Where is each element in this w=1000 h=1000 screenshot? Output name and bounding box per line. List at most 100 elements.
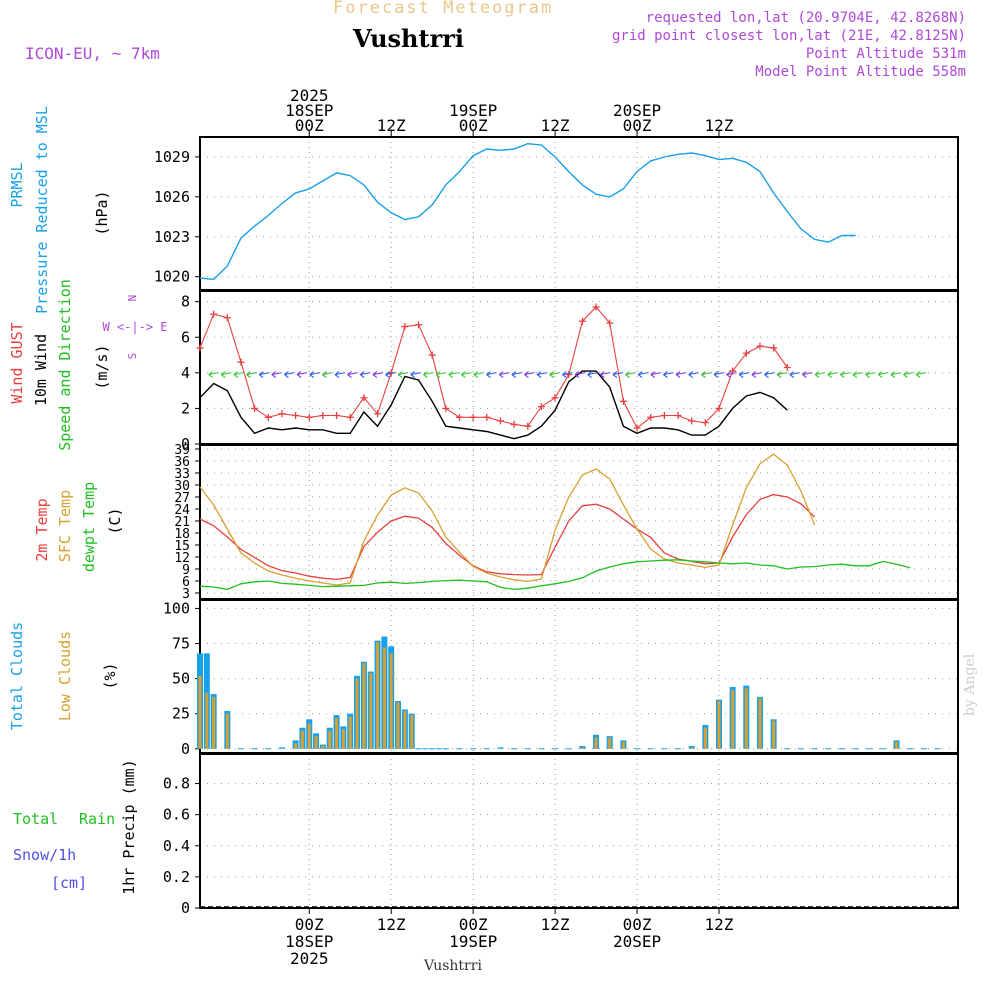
- low-clouds-bar: [772, 720, 776, 749]
- bottom-time-label: 20SEP: [613, 932, 661, 951]
- y-tick-label: 0: [181, 899, 190, 917]
- y-tick-label: 15: [174, 539, 190, 554]
- top-time-label: 00Z: [459, 116, 488, 135]
- wind-direction-arrow: [322, 371, 333, 379]
- bottom-time-label: 12Z: [377, 915, 406, 934]
- low-clouds-bar: [212, 696, 216, 749]
- wind-direction-arrow: [827, 371, 838, 379]
- low-clouds-bar: [744, 688, 748, 749]
- wind-gust-marker: [578, 317, 586, 325]
- y-tick-label: 25: [172, 705, 190, 723]
- label-low-clouds: Low Clouds: [56, 631, 74, 721]
- wind-gust-marker: [415, 321, 423, 329]
- wind-gust-marker: [223, 314, 231, 322]
- label-precip-unit: 1hr Precip (mm): [120, 759, 138, 894]
- low-clouds-bar: [621, 741, 625, 749]
- y-tick-label: 0.2: [163, 868, 190, 886]
- y-tick-label: 9: [182, 563, 190, 578]
- wind-gust-marker: [428, 351, 436, 359]
- wind-gust-marker: [756, 342, 764, 350]
- bottom-time-label: 00Z: [459, 915, 488, 934]
- pressure-line: [199, 142, 856, 281]
- wind-gust-marker: [660, 412, 668, 420]
- wind-gust-marker: [619, 397, 627, 405]
- wind-direction-arrow: [751, 371, 762, 379]
- panel-frame: [199, 599, 959, 754]
- low-clouds-bar: [703, 727, 707, 749]
- label-prmsl: PRMSL: [8, 162, 26, 207]
- wind-direction-arrow: [385, 371, 396, 379]
- wind-direction-arrow: [246, 371, 257, 379]
- wind-speed-line: [199, 370, 788, 440]
- low-clouds-bar: [335, 717, 339, 749]
- wind-direction-arrow: [435, 371, 447, 379]
- low-clouds-bar: [198, 675, 202, 749]
- wind-gust-marker: [537, 403, 545, 411]
- low-clouds-bar: [382, 647, 386, 749]
- total-clouds-bar: [579, 745, 586, 749]
- wind-direction-arrow: [852, 371, 864, 379]
- label-2m-temp: 2m Temp: [33, 498, 51, 561]
- bottom-time-label: 12Z: [705, 915, 734, 934]
- label-wind-gust: Wind GUST: [8, 322, 26, 403]
- wind-direction-arrow: [599, 371, 611, 379]
- info-gridpoint-lonlat: grid point closest lon,lat (21E, 42.8125…: [611, 28, 966, 44]
- wind-direction-arrow: [220, 371, 232, 379]
- wind-direction-arrow: [296, 371, 308, 379]
- bottom-time-label: 18SEP: [285, 932, 333, 951]
- wind-direction-arrow: [410, 371, 421, 379]
- y-tick-label: 1026: [154, 188, 190, 206]
- label-sfc-temp: SFC Temp: [56, 490, 74, 562]
- y-tick-label: 3: [182, 587, 190, 602]
- top-time-label: 18SEP: [285, 101, 333, 120]
- wind-direction-arrow: [208, 371, 219, 379]
- wind-gust-marker: [742, 349, 750, 357]
- y-tick-label: 1029: [154, 148, 190, 166]
- wind-direction-arrow: [473, 371, 485, 379]
- wind-direction-arrow: [448, 371, 459, 379]
- wind-gust-marker: [346, 413, 354, 421]
- label-dewpt-temp: dewpt Temp: [80, 482, 98, 572]
- wind-direction-arrow: [536, 371, 548, 379]
- y-tick-label: 4: [181, 364, 190, 382]
- y-tick-label: 6: [182, 575, 190, 590]
- wind-gust-marker: [455, 413, 463, 421]
- wind-gust-marker: [469, 413, 477, 421]
- wind-gust-marker: [647, 413, 655, 421]
- wind-direction-arrow: [625, 371, 636, 379]
- top-time-label: 00Z: [295, 116, 324, 135]
- panel-frame: [199, 290, 959, 445]
- wind-direction-arrow: [637, 371, 649, 379]
- label-clouds-unit: (%): [101, 662, 119, 689]
- wind-gust-marker: [264, 413, 272, 421]
- label-wind-unit: (m/s): [93, 344, 111, 389]
- top-time-label: 19SEP: [449, 101, 497, 120]
- wind-direction-arrow: [776, 371, 788, 379]
- y-tick-label: 12: [174, 551, 190, 566]
- top-time-label: 20SEP: [613, 101, 661, 120]
- compass-north: N: [126, 295, 139, 302]
- compass-west-east: W <-|-> E: [102, 320, 167, 334]
- wind-gust-marker: [292, 412, 300, 420]
- wind-gust-marker: [483, 413, 491, 421]
- y-tick-label: 0.4: [163, 837, 190, 855]
- wind-gust-marker: [701, 419, 709, 427]
- wind-gust-marker: [496, 417, 504, 425]
- wind-direction-arrow: [233, 371, 245, 379]
- y-tick-label: 33: [174, 467, 190, 482]
- bottom-time-label: 2025: [290, 949, 329, 968]
- wind-direction-arrow: [574, 371, 586, 379]
- low-clouds-bar: [594, 737, 598, 749]
- low-clouds-bar: [389, 653, 393, 749]
- wind-gust-marker: [633, 424, 641, 432]
- temp-dewpt-line: [199, 559, 911, 591]
- wind-direction-arrow: [903, 371, 914, 379]
- wind-direction-arrow: [915, 371, 927, 379]
- wind-direction-arrow: [486, 371, 497, 379]
- wind-gust-marker: [715, 404, 723, 412]
- y-tick-label: 30: [174, 479, 190, 494]
- wind-direction-arrow: [764, 371, 775, 379]
- wind-direction-arrow: [789, 371, 800, 379]
- wind-direction-arrow: [562, 371, 573, 379]
